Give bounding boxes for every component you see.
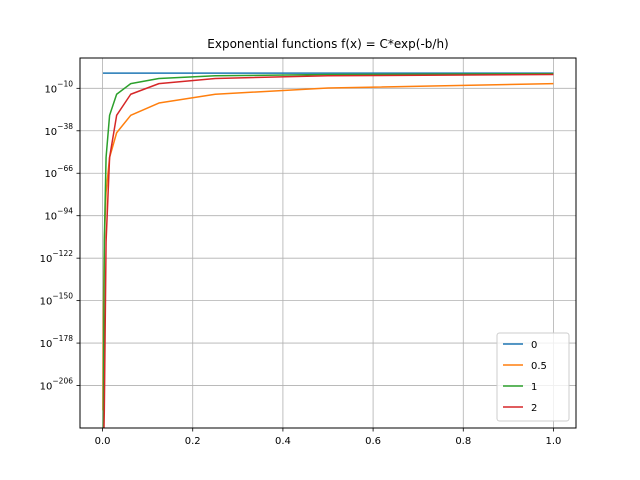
series-line-1 (102, 73, 554, 428)
series-line-2 (103, 73, 554, 428)
y-tick-label: 10−150 (40, 292, 74, 308)
x-tick-label: 0.8 (455, 436, 471, 447)
legend-label: 2 (531, 403, 537, 414)
y-axis: 10−10 10−38 10−66 10−94 10−122 10−150 10−178 10… (40, 79, 80, 393)
y-tick-label: 10−178 (40, 334, 74, 350)
grid (80, 58, 576, 428)
y-tick-label: 10−66 (44, 164, 73, 180)
x-axis: 0.0 0.2 0.4 0.6 0.8 1.0 (95, 428, 562, 447)
y-tick-label: 10−10 (44, 79, 73, 95)
chart-title: Exponential functions f(x) = C*exp(-b/h) (207, 37, 448, 51)
x-tick-label: 1.0 (546, 436, 562, 447)
x-tick-label: 0.4 (275, 436, 291, 447)
plot-frame (79, 57, 577, 429)
plot-area (102, 72, 554, 428)
x-tick-label: 0.6 (365, 436, 381, 447)
y-tick-label: 10−94 (44, 207, 73, 223)
legend-label: 1 (531, 382, 537, 393)
legend-label: 0 (531, 340, 537, 351)
y-tick-label: 10−122 (40, 249, 74, 265)
legend-label: 0.5 (531, 361, 547, 372)
legend: 0 0.5 1 2 (496, 332, 570, 422)
x-tick-label: 0.2 (185, 436, 201, 447)
y-tick-label: 10−206 (40, 377, 74, 393)
x-tick-label: 0.0 (95, 436, 111, 447)
y-tick-label: 10−38 (44, 122, 73, 138)
legend-box (496, 332, 570, 422)
